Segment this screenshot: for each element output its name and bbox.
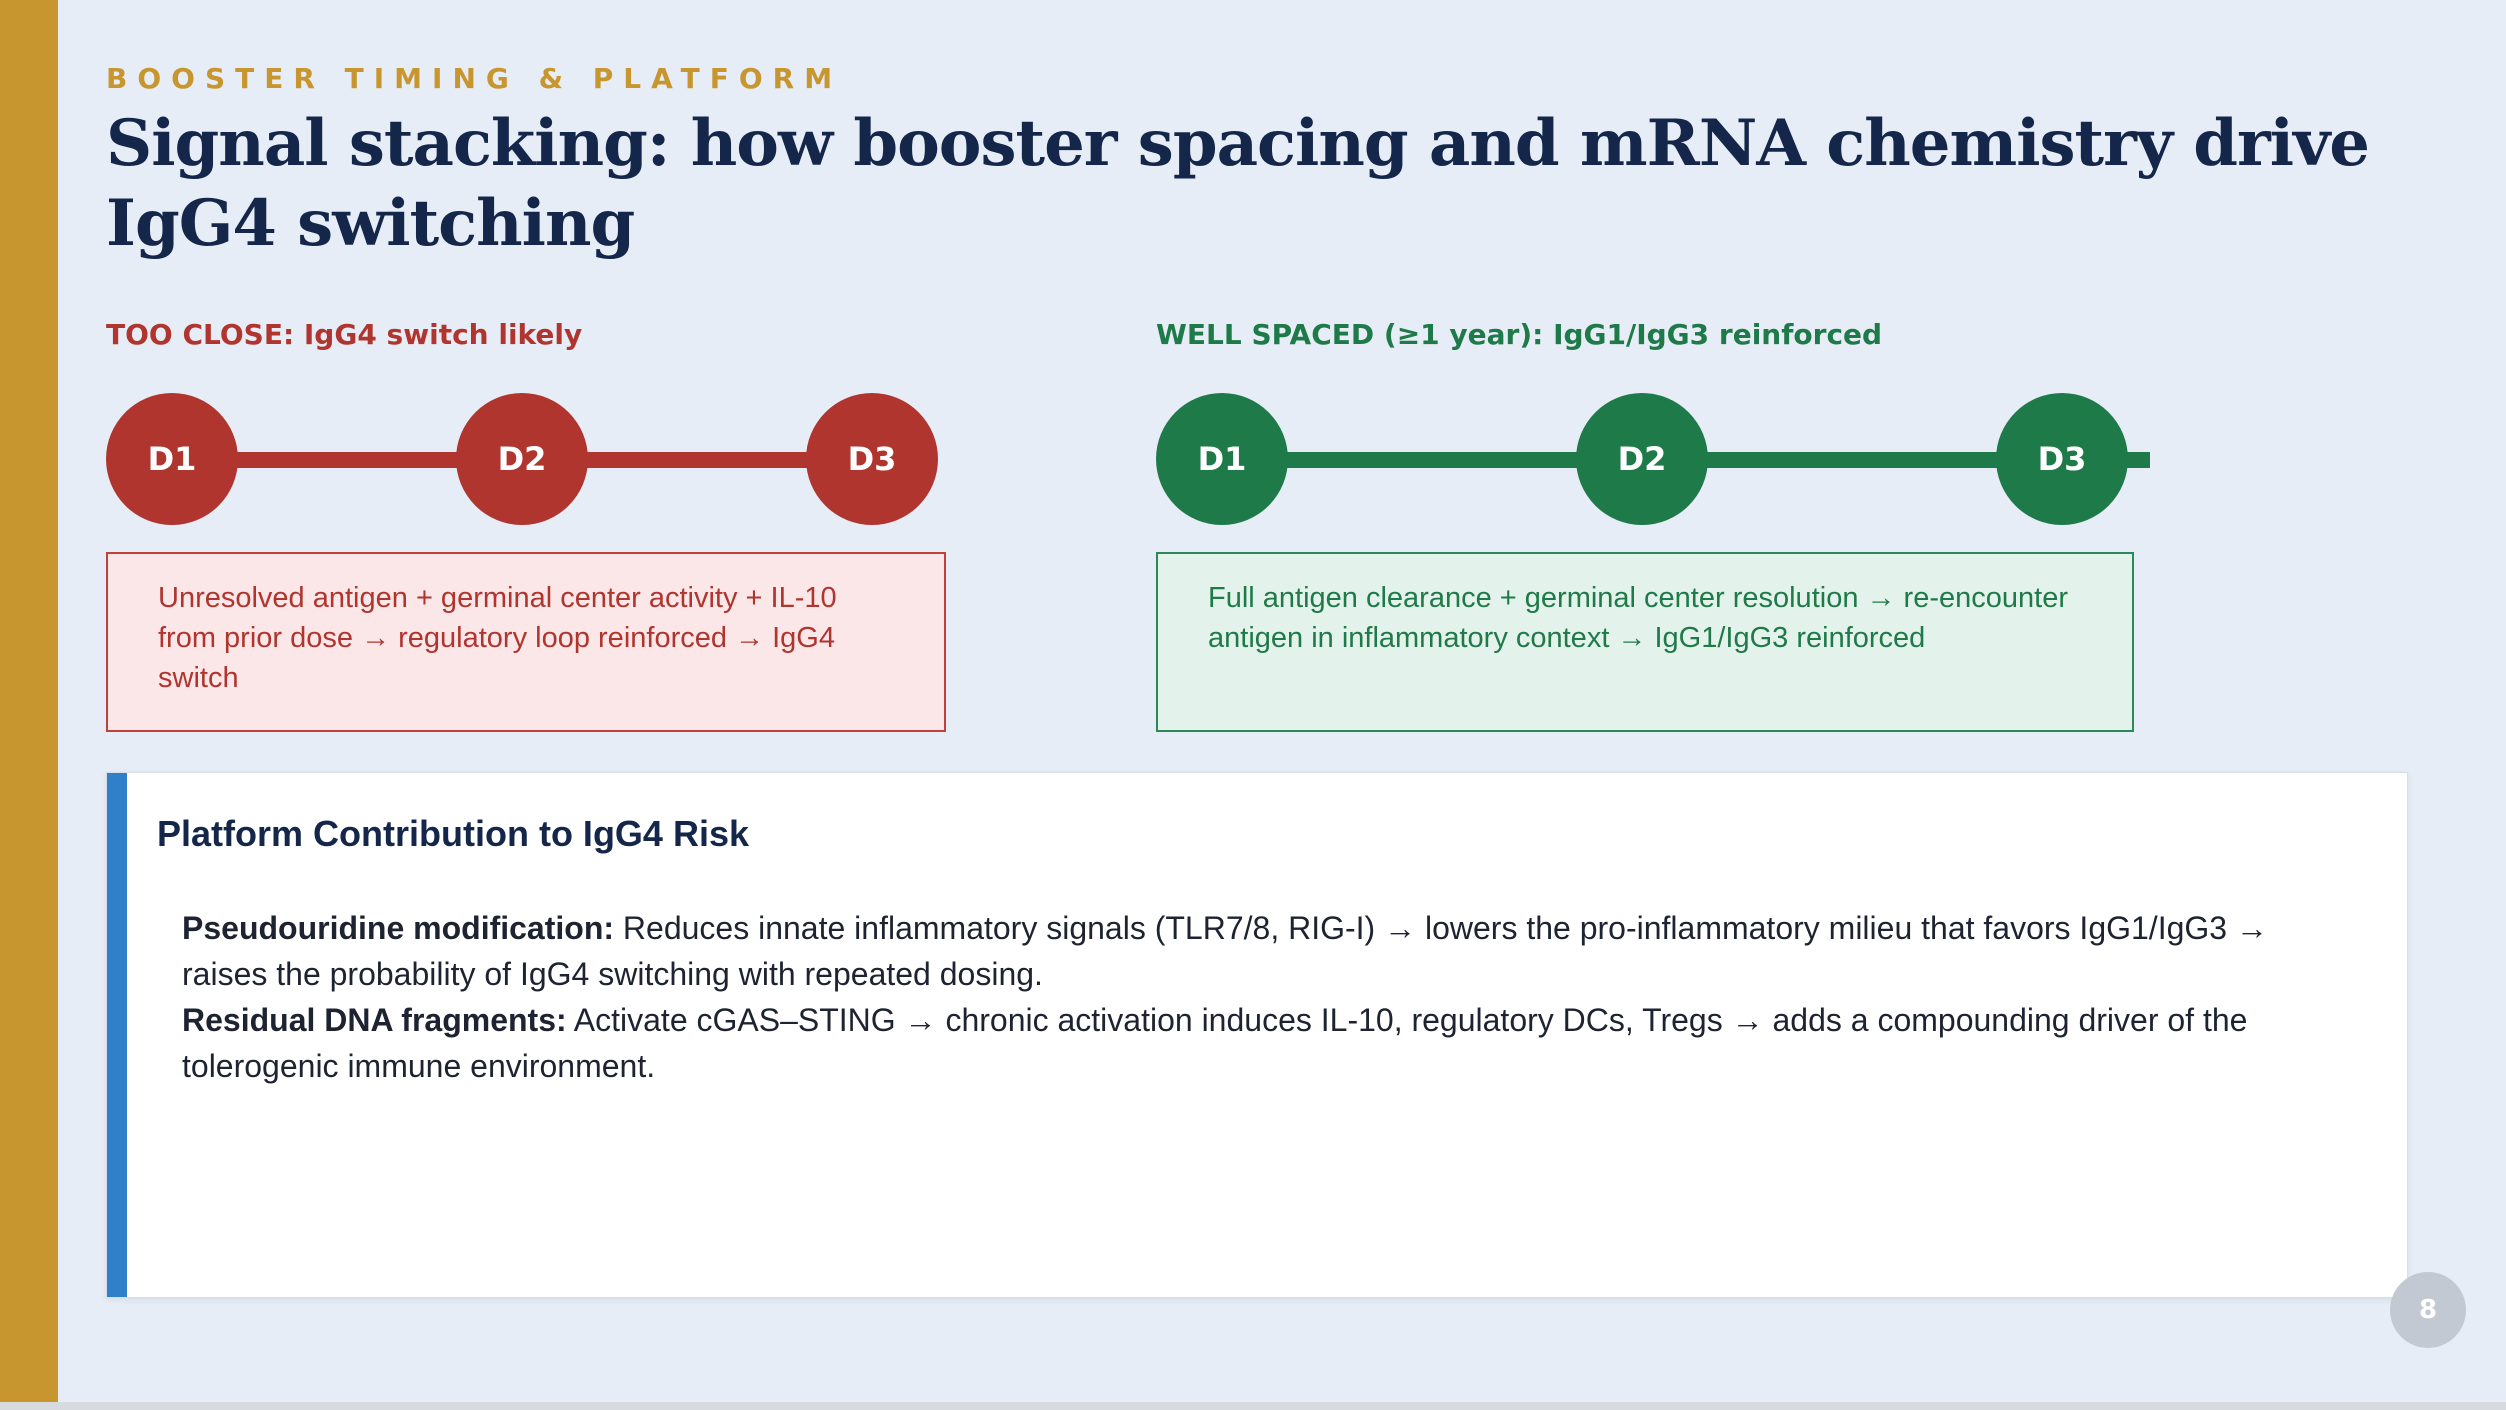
too-close-label: TOO CLOSE: IgG4 switch likely: [106, 318, 583, 351]
platform-item-term: Residual DNA fragments:: [182, 1002, 567, 1038]
platform-item-term: Pseudouridine modification:: [182, 910, 615, 946]
too-close-note: Unresolved antigen + germinal center act…: [106, 552, 946, 732]
bottom-band: [0, 1402, 2506, 1410]
platform-item-text: Reduces innate inflammatory signals (TLR…: [182, 910, 2268, 992]
platform-item-dna: Residual DNA fragments: Activate cGAS–ST…: [182, 997, 2362, 1089]
platform-card: Platform Contribution to IgG4 Risk Pseud…: [106, 772, 2408, 1298]
platform-heading: Platform Contribution to IgG4 Risk: [157, 813, 749, 854]
too-close-dose-2: D2: [456, 393, 588, 525]
platform-body: Pseudouridine modification: Reduces inna…: [182, 905, 2362, 1089]
platform-item-text: Activate cGAS–STING → chronic activation…: [182, 1002, 2248, 1084]
well-spaced-dose-2: D2: [1576, 393, 1708, 525]
too-close-dose-1: D1: [106, 393, 238, 525]
slide-title: Signal stacking: how booster spacing and…: [106, 106, 2370, 261]
well-spaced-note: Full antigen clearance + germinal center…: [1156, 552, 2134, 732]
too-close-dose-3: D3: [806, 393, 938, 525]
well-spaced-label: WELL SPACED (≥1 year): IgG1/IgG3 reinfor…: [1156, 318, 1883, 351]
gold-accent-bar: [0, 0, 58, 1402]
well-spaced-dose-3: D3: [1996, 393, 2128, 525]
well-spaced-dose-1: D1: [1156, 393, 1288, 525]
page-number-badge: 8: [2390, 1272, 2466, 1348]
section-eyebrow: BOOSTER TIMING & PLATFORM: [106, 62, 843, 95]
card-accent-bar: [107, 773, 127, 1297]
platform-item-pseudouridine: Pseudouridine modification: Reduces inna…: [182, 905, 2362, 997]
